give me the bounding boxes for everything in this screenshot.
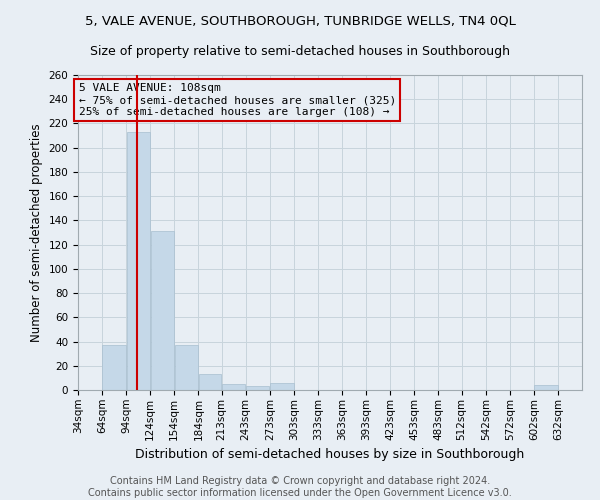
Bar (175, 345, 198, 390)
Text: 5 VALE AVENUE: 108sqm
← 75% of semi-detached houses are smaller (325)
25% of sem: 5 VALE AVENUE: 108sqm ← 75% of semi-deta… (79, 84, 396, 116)
Bar (199, 374, 221, 390)
Bar (534, 385, 557, 390)
Bar (151, 232, 174, 390)
Bar (103, 345, 126, 390)
Text: 5, VALE AVENUE, SOUTHBOROUGH, TUNBRIDGE WELLS, TN4 0QL: 5, VALE AVENUE, SOUTHBOROUGH, TUNBRIDGE … (85, 15, 515, 28)
Bar (222, 384, 245, 390)
Bar (246, 386, 269, 390)
Bar (270, 382, 293, 390)
X-axis label: Distribution of semi-detached houses by size in Southborough: Distribution of semi-detached houses by … (136, 448, 524, 461)
Y-axis label: Number of semi-detached properties: Number of semi-detached properties (30, 123, 43, 342)
Text: Size of property relative to semi-detached houses in Southborough: Size of property relative to semi-detach… (90, 45, 510, 58)
Bar (127, 132, 150, 390)
Text: Contains HM Land Registry data © Crown copyright and database right 2024.
Contai: Contains HM Land Registry data © Crown c… (88, 476, 512, 498)
